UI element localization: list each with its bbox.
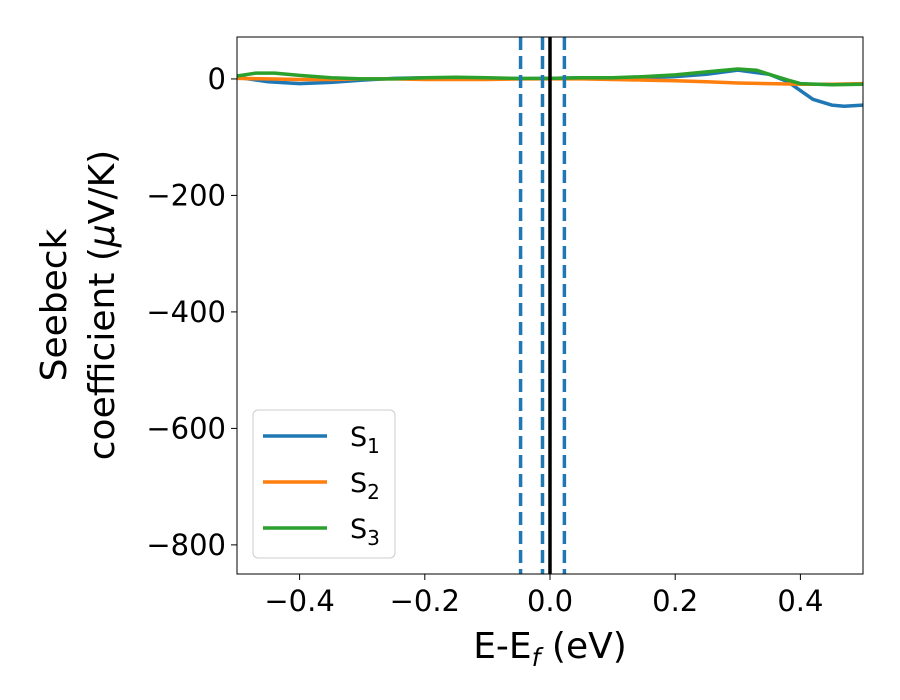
legend-box	[252, 409, 396, 559]
y-tick-label: 0	[208, 62, 226, 96]
x-tick-label: −0.2	[390, 584, 460, 618]
legend: S1 S2 S3	[252, 409, 396, 559]
y-tick-label: −600	[146, 411, 226, 445]
x-tick-label: 0.2	[652, 584, 698, 618]
y-axis: 0 −200 −400 −600 −800	[146, 62, 237, 562]
x-tick-label: −0.4	[264, 584, 334, 618]
y-tick-label: −400	[146, 295, 226, 329]
y-axis-title: Seebeck coefficient (μV/K)	[34, 150, 123, 460]
vertical-markers	[518, 37, 567, 574]
legend-label-s3: S3	[350, 514, 380, 550]
y-axis-title-line2: coefficient (μV/K)	[82, 150, 123, 460]
y-tick-label: −200	[146, 178, 226, 212]
x-tick-label: 0.0	[527, 584, 573, 618]
x-axis-title: E-Ef (eV)	[473, 626, 627, 672]
x-axis: −0.4 −0.2 0.0 0.2 0.4	[264, 574, 823, 618]
x-tick-label: 0.4	[777, 584, 823, 618]
y-axis-title-line1: Seebeck	[34, 228, 75, 381]
y-tick-label: −800	[146, 528, 226, 562]
legend-label-s2: S2	[350, 468, 380, 504]
legend-label-s1: S1	[350, 422, 380, 458]
